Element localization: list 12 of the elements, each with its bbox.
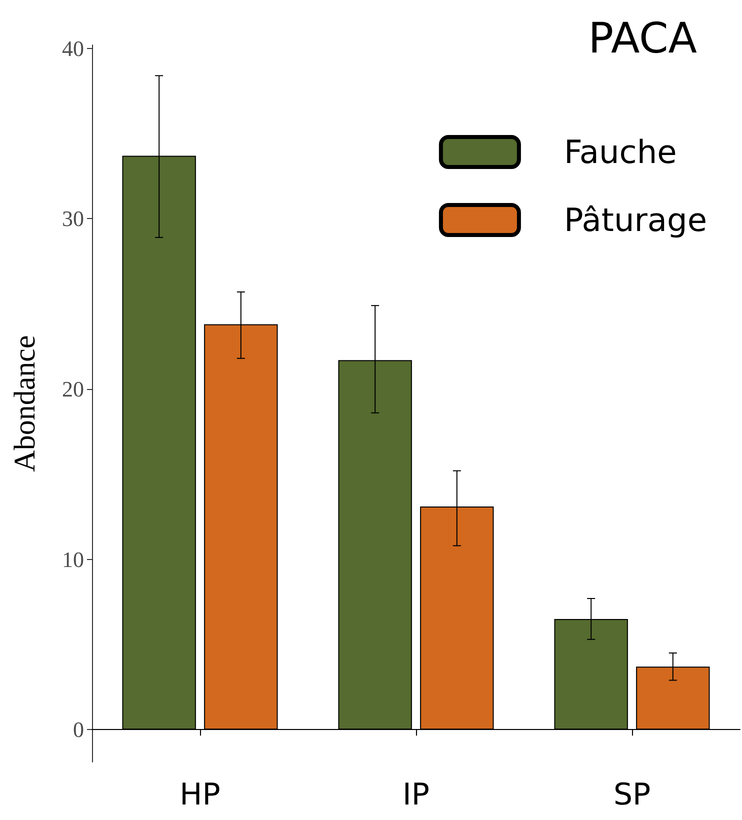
- y-tick-label: 30: [62, 206, 84, 232]
- y-tick-label: 10: [62, 546, 84, 572]
- y-tick-label: 0: [73, 717, 84, 742]
- legend-label: Pâturage: [564, 201, 707, 239]
- x-tick-label: HP: [180, 778, 220, 812]
- y-axis-title: Abondance: [8, 335, 42, 472]
- x-tick-label: SP: [613, 778, 651, 812]
- x-tick-label: IP: [402, 778, 430, 812]
- y-tick-label: 40: [62, 36, 84, 61]
- chart-title: PACA: [588, 14, 698, 62]
- y-tick-label: 20: [62, 376, 84, 402]
- legend-label: Fauche: [564, 133, 677, 171]
